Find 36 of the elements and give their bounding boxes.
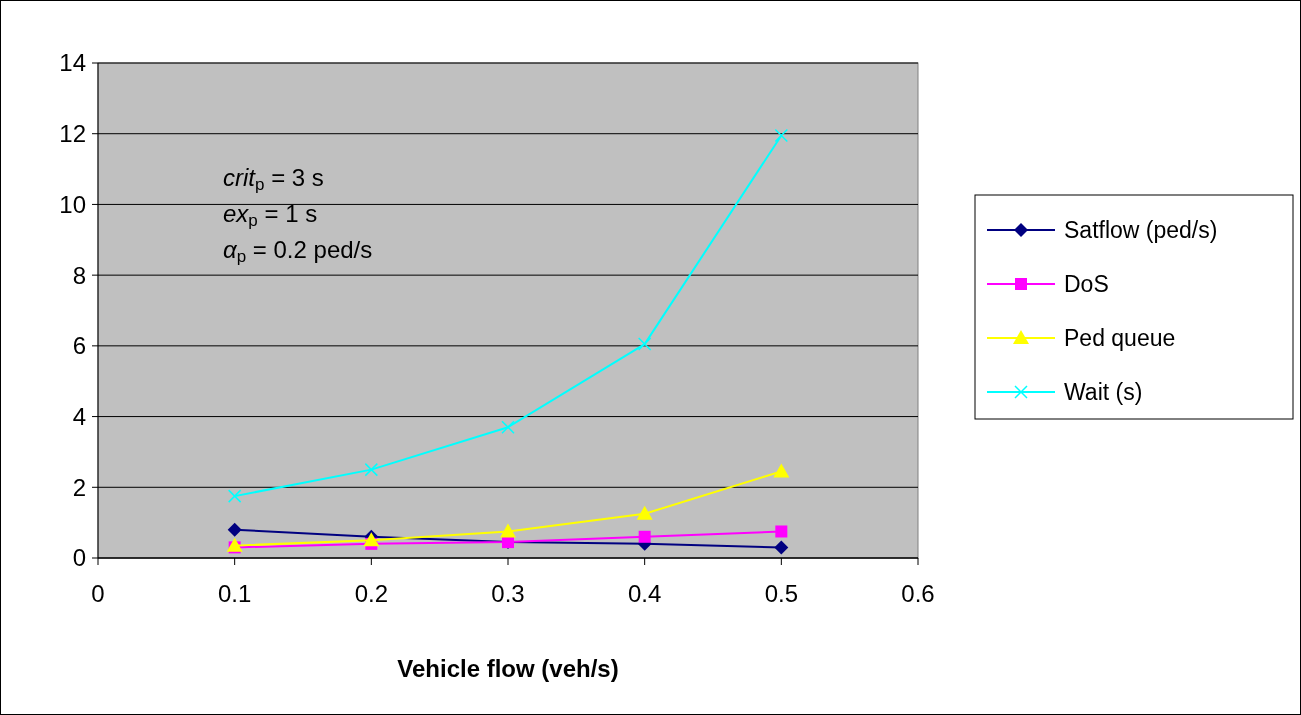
- legend-label: Satflow (ped/s): [1064, 217, 1218, 244]
- point: [775, 525, 788, 538]
- y-tick-label: 10: [59, 190, 86, 218]
- point: [773, 463, 790, 478]
- x-tick-label: 0.4: [627, 580, 662, 607]
- point: [637, 337, 652, 351]
- legend-label: Wait (s): [1064, 379, 1143, 406]
- point: [227, 489, 242, 503]
- point: [226, 537, 243, 552]
- point: [227, 522, 242, 537]
- annotation: α$_{p}$ = 0.2 ped/s: [223, 236, 373, 267]
- y-tick-label: 4: [72, 402, 86, 430]
- annotation: crit$_{p}$ = 3 s: [223, 164, 324, 195]
- y-tick-label: 2: [72, 473, 86, 501]
- y-tick-label: 8: [72, 261, 86, 289]
- point: [774, 128, 789, 143]
- y-tick-label: 0: [72, 544, 86, 572]
- y-tick-label: 12: [59, 120, 86, 148]
- x-tick-label: 0.5: [764, 580, 799, 607]
- legend-label: Ped queue: [1064, 325, 1176, 352]
- point: [364, 462, 379, 477]
- x-tick-label: 0: [91, 580, 105, 607]
- point: [501, 420, 515, 434]
- point: [774, 540, 789, 555]
- y-tick-label: 14: [59, 49, 86, 77]
- legend-label: DoS: [1064, 271, 1109, 298]
- point: [636, 505, 653, 520]
- x-tick-label: 0.3: [491, 580, 525, 607]
- x-tick-label: 0.6: [901, 580, 935, 607]
- x-tick-label: 0.1: [217, 580, 252, 607]
- point: [500, 523, 516, 538]
- annotation: ex$_{p}$ = 1 s: [223, 200, 318, 231]
- x-tick-label: 0.2: [354, 580, 389, 607]
- y-tick-label: 6: [72, 332, 86, 360]
- x-axis-title: Vehicle flow (veh/s): [397, 655, 619, 682]
- point: [638, 530, 651, 543]
